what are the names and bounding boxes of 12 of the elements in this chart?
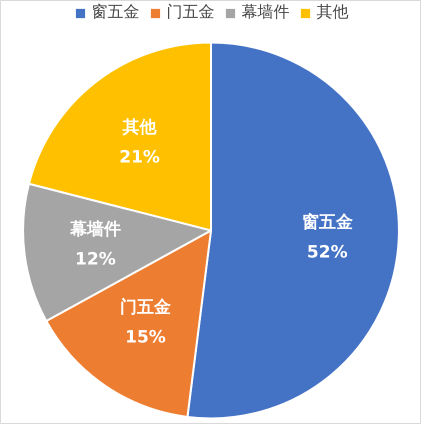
legend-label: 门五金 — [166, 2, 214, 23]
legend-label: 窗五金 — [92, 2, 140, 23]
data-label: 12% — [75, 249, 116, 270]
legend-label: 其他 — [316, 2, 348, 23]
data-label: 52% — [306, 242, 348, 262]
legend-label: 幕墙件 — [242, 2, 290, 23]
slice-label: 门五金 — [120, 298, 171, 318]
data-label: 21% — [119, 147, 160, 168]
slice-label: 幕墙件 — [68, 219, 121, 240]
slice-label: 其他 — [122, 117, 158, 138]
data-label: 15% — [125, 328, 166, 348]
slice-label: 窗五金 — [302, 212, 353, 232]
